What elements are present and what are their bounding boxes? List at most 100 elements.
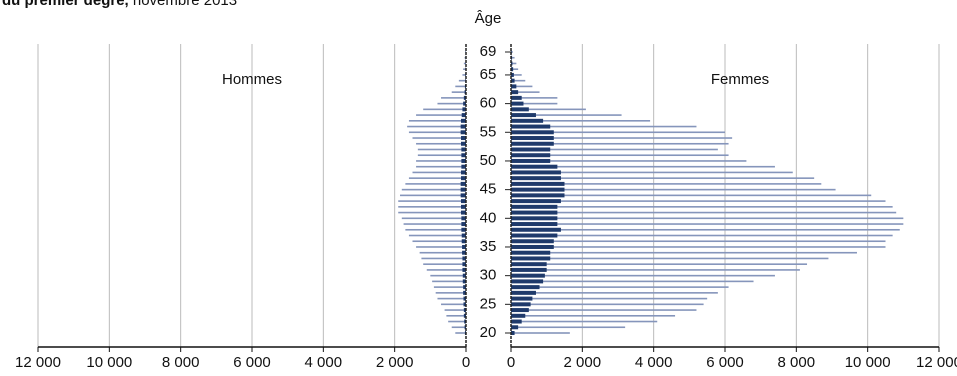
y-tick-label: 25 (480, 295, 497, 312)
bar (437, 102, 466, 105)
bar (462, 244, 466, 249)
bar (511, 67, 514, 72)
bar (462, 250, 466, 255)
bar (511, 131, 725, 134)
bar (511, 257, 829, 260)
bar (433, 286, 466, 288)
bar (511, 269, 800, 271)
bar (458, 79, 466, 82)
bar (511, 160, 747, 162)
bar (511, 204, 558, 209)
bar (511, 309, 697, 311)
bar (511, 250, 551, 255)
bar (511, 108, 586, 111)
bar (437, 297, 466, 300)
bar (511, 177, 815, 179)
bar (463, 313, 466, 318)
bar (511, 158, 551, 163)
y-tick-label: 35 (480, 238, 497, 255)
bar (511, 97, 558, 99)
bar (398, 206, 466, 208)
bar (448, 320, 466, 323)
bar (416, 160, 466, 162)
bar (511, 239, 554, 244)
bar (511, 256, 551, 261)
bar (461, 147, 466, 152)
bar (460, 130, 466, 135)
side-label: Hommes (222, 71, 282, 88)
bar (463, 95, 466, 100)
bar (511, 137, 733, 139)
bar (416, 165, 466, 168)
bar (511, 90, 519, 95)
bar (511, 244, 554, 249)
bar (511, 91, 540, 93)
bar (463, 285, 466, 290)
bar (407, 125, 466, 128)
bar (423, 108, 466, 111)
bar (511, 136, 554, 141)
bar (511, 314, 676, 317)
bar (511, 303, 704, 306)
x-tick-label: 2 000 (376, 354, 414, 371)
bar (511, 95, 522, 100)
bar (511, 61, 513, 66)
y-tick-label: 65 (480, 66, 497, 83)
bar (408, 234, 466, 237)
bar (461, 199, 466, 204)
y-tick-label: 69 (480, 43, 497, 60)
bar (441, 97, 466, 99)
bar (511, 246, 886, 248)
bar (426, 269, 466, 271)
x-tick-label: 8 000 (162, 354, 200, 371)
bar (511, 313, 526, 318)
x-tick-label: 2 000 (564, 354, 602, 371)
bar (511, 320, 658, 323)
bar (461, 210, 466, 215)
bar (511, 187, 565, 192)
bar (405, 228, 466, 231)
bar (461, 158, 466, 163)
y-tick-label: 60 (480, 95, 497, 112)
bar (460, 181, 466, 186)
bar (461, 233, 466, 238)
bar (401, 188, 466, 191)
bar (461, 153, 466, 158)
y-tick-label: 50 (480, 152, 497, 169)
bar (511, 124, 551, 129)
bar (416, 246, 466, 248)
bar (511, 72, 514, 77)
bar (511, 297, 708, 300)
bar (408, 120, 466, 122)
bar (435, 292, 466, 294)
bar (451, 91, 466, 93)
bar (511, 165, 775, 168)
bar (462, 262, 466, 267)
bar (462, 256, 466, 261)
bar (511, 227, 561, 232)
bar (511, 267, 547, 272)
title-rest: novembre 2013 (133, 0, 237, 9)
bar (511, 153, 551, 158)
bar (511, 102, 558, 105)
bar (461, 113, 466, 118)
bar (511, 113, 536, 118)
bar (463, 302, 466, 307)
bar (461, 141, 466, 146)
x-tick-label: 0 (507, 354, 515, 371)
bar (511, 148, 718, 151)
bar (423, 263, 466, 265)
bar (511, 234, 893, 237)
bar (511, 56, 515, 59)
chart-title: du premier degré, novembre 2013 (2, 0, 237, 9)
bar (511, 176, 561, 181)
bar (400, 194, 466, 197)
bar (511, 118, 544, 123)
bar (461, 216, 466, 221)
y-tick-label: 30 (480, 267, 497, 284)
bar (511, 85, 533, 88)
bar (511, 216, 558, 221)
bar (462, 279, 466, 284)
bar (511, 210, 558, 215)
bar (408, 177, 466, 179)
